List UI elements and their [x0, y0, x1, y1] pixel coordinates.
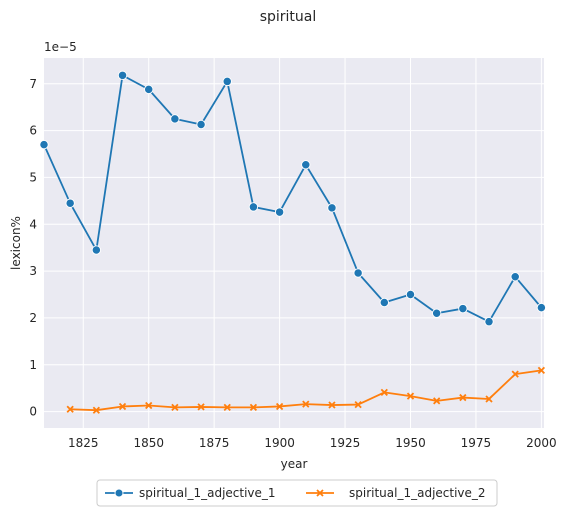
- data-point: [354, 400, 362, 409]
- y-tick-label: 6: [29, 124, 37, 138]
- data-point: [249, 403, 258, 412]
- data-point: [405, 289, 416, 300]
- y-offset-label: 1e−5: [44, 40, 77, 54]
- data-point: [171, 403, 179, 412]
- data-point: [92, 406, 100, 414]
- data-point: [65, 198, 75, 208]
- data-point: [537, 366, 546, 375]
- data-point: [510, 272, 520, 282]
- chart-title: spiritual: [260, 9, 317, 25]
- legend-label: spiritual_1_adjective_2: [349, 486, 486, 500]
- data-point: [301, 160, 311, 170]
- x-tick-label: 1875: [199, 436, 230, 450]
- series-spiritual_1_adjective_2: [66, 366, 546, 414]
- series-layer: [39, 70, 547, 414]
- y-tick-label: 7: [29, 77, 37, 91]
- data-point: [536, 302, 547, 313]
- legend-entry: spiritual_1_adjective_2: [306, 486, 486, 500]
- data-point: [380, 388, 388, 397]
- legend-entry: spiritual_1_adjective_1: [105, 486, 276, 500]
- y-tick-label: 4: [29, 217, 37, 231]
- data-point: [118, 402, 127, 411]
- data-point: [145, 401, 153, 410]
- data-point: [275, 402, 284, 411]
- data-point: [91, 245, 102, 255]
- y-tick-label: 3: [29, 264, 37, 278]
- y-tick-label: 1: [29, 358, 37, 372]
- data-point: [328, 401, 336, 409]
- data-point: [248, 202, 259, 212]
- data-point: [353, 268, 363, 278]
- y-tick-label: 5: [29, 170, 37, 184]
- data-point: [196, 119, 206, 130]
- y-axis-label: lexicon%: [9, 216, 23, 270]
- y-tick-label: 0: [29, 405, 37, 419]
- x-tick-label: 1975: [461, 436, 492, 450]
- x-tick-label: 1850: [133, 436, 164, 450]
- data-point: [274, 207, 285, 217]
- data-point: [302, 400, 310, 408]
- x-tick-label: 1925: [330, 436, 361, 450]
- data-point: [39, 139, 49, 150]
- data-point: [379, 297, 389, 308]
- data-point: [433, 397, 441, 405]
- x-tick-label: 1900: [264, 436, 295, 450]
- data-point: [197, 403, 205, 411]
- ticks: 1825 1850 1875 1900 1925 1950 1975 2000 0 1 2 3 4 5 6 7: [29, 77, 556, 450]
- legend-label: spiritual_1_adjective_1: [139, 486, 276, 500]
- data-point: [484, 317, 494, 327]
- legend-marker: [316, 489, 324, 497]
- data-point: [222, 76, 232, 87]
- data-point: [432, 308, 442, 318]
- grid: [44, 58, 544, 428]
- data-point: [144, 84, 154, 95]
- data-point: [458, 303, 468, 314]
- plot-area: [44, 58, 544, 428]
- x-axis-label: year: [281, 457, 308, 471]
- x-tick-label: 1825: [68, 436, 99, 450]
- data-point: [170, 114, 180, 124]
- data-point: [459, 393, 467, 402]
- legend-marker: [114, 488, 124, 498]
- data-point: [66, 405, 74, 413]
- data-point: [117, 70, 128, 80]
- y-tick-label: 2: [29, 311, 37, 325]
- legend-box: [96, 479, 498, 507]
- data-point: [327, 203, 337, 213]
- legend: spiritual_1_adjective_1 spiritual_1_adjec…: [96, 479, 498, 507]
- series-spiritual_1_adjective_1: [39, 70, 547, 327]
- data-point: [511, 370, 519, 378]
- x-tick-label: 1950: [395, 436, 426, 450]
- data-point: [485, 395, 493, 403]
- data-point: [223, 403, 231, 412]
- data-point: [406, 392, 415, 400]
- x-tick-label: 2000: [526, 436, 557, 450]
